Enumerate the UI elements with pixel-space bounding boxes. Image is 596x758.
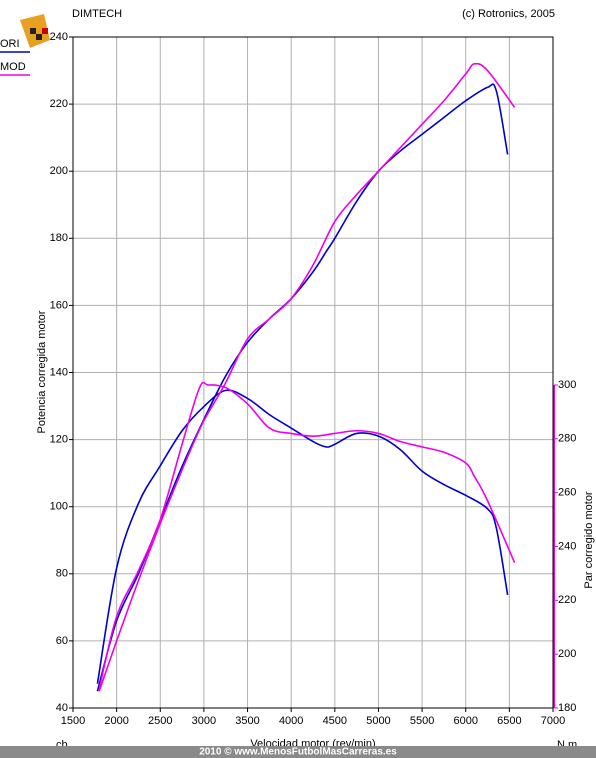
y2-tick-label: 260	[558, 487, 576, 499]
y-tick-label: 200	[50, 165, 68, 177]
y2-tick-label: 240	[558, 540, 576, 552]
y-tick-label: 140	[50, 366, 68, 378]
copyright: (c) Rotronics, 2005	[462, 8, 555, 20]
legend-label: MOD	[0, 61, 26, 73]
logo	[20, 14, 50, 48]
x-tick-label: 3000	[192, 715, 216, 727]
torque-line	[98, 381, 516, 690]
x-tick-label: 2000	[104, 715, 128, 727]
y-tick-label: 180	[50, 232, 68, 244]
y2-tick-label: 200	[558, 648, 576, 660]
x-tick-label: 6500	[497, 715, 521, 727]
x-tick-label: 6000	[453, 715, 477, 727]
y-unit: cb	[56, 739, 68, 751]
y-tick-label: 80	[56, 568, 68, 580]
footer: 2010 © www.MenosFutbolMasCarreras.es	[199, 747, 397, 758]
y2-tick-label: 180	[558, 702, 576, 714]
y2-tick-label: 300	[558, 379, 576, 391]
y-tick-label: 40	[56, 702, 68, 714]
legend-label: ORI	[0, 38, 20, 50]
plot-frame	[72, 36, 554, 709]
y-tick-label: 240	[50, 31, 68, 43]
x-tick-label: 1500	[61, 715, 85, 727]
x-tick-label: 7000	[541, 715, 565, 727]
y-tick-label: 100	[50, 501, 68, 513]
x-tick-label: 5500	[410, 715, 434, 727]
x-tick-label: 2500	[148, 715, 172, 727]
x-tick-label: 3500	[235, 715, 259, 727]
x-tick-label: 5000	[366, 715, 390, 727]
chart-title: DIMTECH	[72, 8, 122, 20]
y-tick-label: 120	[50, 434, 68, 446]
y-axis-label: Potencia corregida motor	[36, 310, 48, 433]
x-tick-label: 4500	[323, 715, 347, 727]
footer-bar	[0, 746, 596, 758]
x-tick-label: 4000	[279, 715, 303, 727]
torque-line	[96, 389, 509, 684]
y-tick-label: 60	[56, 635, 68, 647]
y-tick-label: 160	[50, 299, 68, 311]
y2-axis-label: Par corregido motor	[583, 491, 595, 589]
power-line	[98, 62, 516, 692]
y2-tick-label: 280	[558, 433, 576, 445]
power-line	[96, 83, 509, 692]
y2-tick-label: 220	[558, 594, 576, 606]
y-tick-label: 220	[50, 98, 68, 110]
